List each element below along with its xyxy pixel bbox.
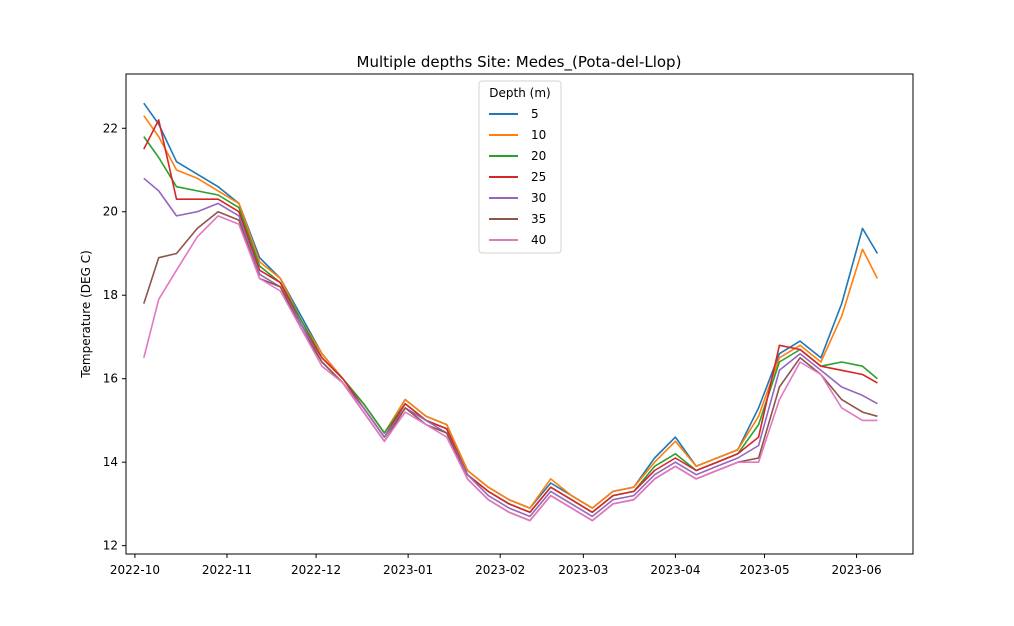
plot-frame <box>125 73 914 555</box>
y-tick-label: 18 <box>103 288 118 302</box>
legend-items: 5 10 20 25 30 35 40 <box>489 107 546 247</box>
y-axis: 12 14 16 18 20 22 <box>103 121 126 553</box>
legend-label: 10 <box>531 128 546 142</box>
x-tick-label: 2023-01 <box>383 563 433 577</box>
series-line-30m <box>143 177 878 518</box>
y-tick-label: 22 <box>103 121 118 135</box>
series-line-10m <box>143 115 879 509</box>
legend-label: 40 <box>531 233 546 247</box>
legend-label: 30 <box>531 191 546 205</box>
legend-title: Depth (m) <box>489 86 550 100</box>
x-tick-label: 2022-12 <box>291 563 341 577</box>
legend-label: 5 <box>531 107 539 121</box>
x-tick-label: 2023-06 <box>832 563 882 577</box>
legend-frame <box>478 80 562 254</box>
x-tick-label: 2022-11 <box>202 563 252 577</box>
x-tick-label: 2023-04 <box>650 563 700 577</box>
legend-label: 25 <box>531 170 546 184</box>
y-tick-label: 12 <box>103 539 118 553</box>
legend-label: 35 <box>531 212 546 226</box>
x-tick-label: 2022-10 <box>110 563 160 577</box>
x-tick-label: 2023-02 <box>475 563 525 577</box>
x-tick-label: 2023-03 <box>558 563 608 577</box>
y-axis-label: Temperature (DEG C) <box>79 250 93 379</box>
series-layer <box>143 102 879 522</box>
series-line-25m <box>143 119 878 514</box>
series-line-40m <box>143 215 878 522</box>
y-tick-label: 16 <box>103 372 118 386</box>
x-tick-label: 2023-05 <box>739 563 789 577</box>
y-tick-label: 14 <box>103 455 118 469</box>
y-tick-label: 20 <box>103 205 118 219</box>
legend-label: 20 <box>531 149 546 163</box>
legend: Depth (m) 5 10 20 25 30 35 40 <box>478 80 562 254</box>
chart-title: Multiple depths Site: Medes_(Pota-del-Ll… <box>357 53 682 72</box>
x-axis: 2022-10 2022-11 2022-12 2023-01 2023-02 2023-… <box>110 554 882 577</box>
